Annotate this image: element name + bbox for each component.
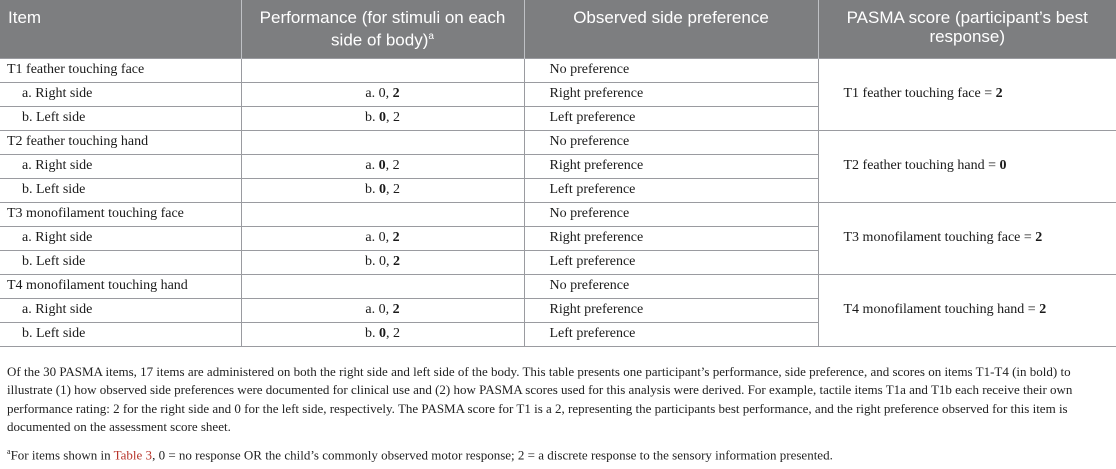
performance-cell: a. 0, 2: [240, 225, 525, 251]
table-row: b. Left side b. 0, 2 Left preference: [0, 249, 1116, 275]
table-row: a. Right side a. 0, 2 Right preference: [0, 81, 1116, 107]
performance-cell: b. 0, 2: [240, 177, 525, 203]
side-preference-cell: No preference: [523, 201, 819, 227]
item-title: T3 monofilament touching face: [0, 201, 242, 227]
side-preference-cell: Right preference: [523, 225, 818, 251]
table-row: T3 monofilament touching face No preferen…: [0, 201, 1116, 275]
table-caption: Of the 30 PASMA items, 17 items are admi…: [7, 364, 1073, 434]
side-preference-cell: Right preference: [523, 81, 818, 107]
table-row: a. Right side a. 0, 2 Right preference: [0, 153, 1116, 179]
item-title: T4 monofilament touching hand: [0, 273, 242, 299]
item-left-side: b. Left side: [0, 177, 242, 203]
table-row: b. Left side b. 0, 2 Left preference: [0, 321, 1116, 347]
performance-cell-empty: [240, 129, 525, 155]
header-side-preference: Observed side preference: [524, 0, 819, 58]
table-row: T1 feather touching face No preference T1 …: [0, 57, 1116, 131]
performance-cell: a. 0, 2: [240, 297, 525, 323]
performance-cell: b. 0, 2: [240, 321, 525, 347]
item-right-side: a. Right side: [0, 225, 242, 251]
side-preference-cell: Right preference: [523, 297, 818, 323]
side-preference-cell: No preference: [523, 129, 819, 155]
performance-cell: b. 0, 2: [240, 249, 525, 275]
side-preference-cell: No preference: [523, 273, 819, 299]
side-preference-cell: Left preference: [523, 321, 818, 347]
table-row: a. Right side a. 0, 2 Right preference: [0, 297, 1116, 323]
table-row: T2 feather touching hand No preference T2 …: [0, 129, 1116, 203]
side-preference-cell: Left preference: [523, 249, 818, 275]
header-item: Item: [0, 0, 242, 58]
item-left-side: b. Left side: [0, 321, 242, 347]
performance-cell: a. 0, 2: [240, 81, 525, 107]
item-title: T2 feather touching hand: [0, 129, 242, 155]
table-footnote: aFor items shown in Table 3, 0 = no resp…: [7, 447, 833, 463]
pasma-score-cell: T1 feather touching face = 2: [817, 57, 1116, 131]
pasma-score-cell: T2 feather touching hand = 0: [817, 129, 1116, 203]
item-right-side: a. Right side: [0, 297, 242, 323]
footnote-marker: a: [428, 31, 434, 42]
pasma-score-cell: T4 monofilament touching hand = 2: [817, 273, 1116, 347]
pasma-score-cell: T3 monofilament touching face = 2: [817, 201, 1116, 275]
performance-cell: a. 0, 2: [240, 153, 525, 179]
item-left-side: b. Left side: [0, 105, 242, 131]
table-3-link[interactable]: Table 3: [113, 447, 153, 463]
table-row: b. Left side b. 0, 2 Left preference: [0, 177, 1116, 203]
performance-cell: b. 0, 2: [240, 105, 525, 131]
item-right-side: a. Right side: [0, 153, 242, 179]
table-notes: Of the 30 PASMA items, 17 items are admi…: [7, 363, 1111, 465]
header-pasma-score: PASMA score (participant’s best response…: [818, 0, 1116, 58]
item-left-side: b. Left side: [0, 249, 242, 275]
item-title: T1 feather touching face: [0, 57, 242, 83]
performance-cell-empty: [240, 273, 525, 299]
header-performance: Performance (for stimuli on each side of…: [241, 0, 525, 58]
side-preference-cell: Right preference: [523, 153, 818, 179]
side-preference-cell: Left preference: [523, 177, 818, 203]
performance-cell-empty: [240, 201, 525, 227]
header-row: Item Performance (for stimuli on each si…: [0, 0, 1116, 58]
item-right-side: a. Right side: [0, 81, 242, 107]
side-preference-cell: No preference: [523, 57, 819, 83]
results-table: Item Performance (for stimuli on each si…: [0, 0, 1116, 347]
performance-cell-empty: [240, 57, 525, 83]
side-preference-cell: Left preference: [523, 105, 818, 131]
table-row: T4 monofilament touching hand No preferen…: [0, 273, 1116, 347]
